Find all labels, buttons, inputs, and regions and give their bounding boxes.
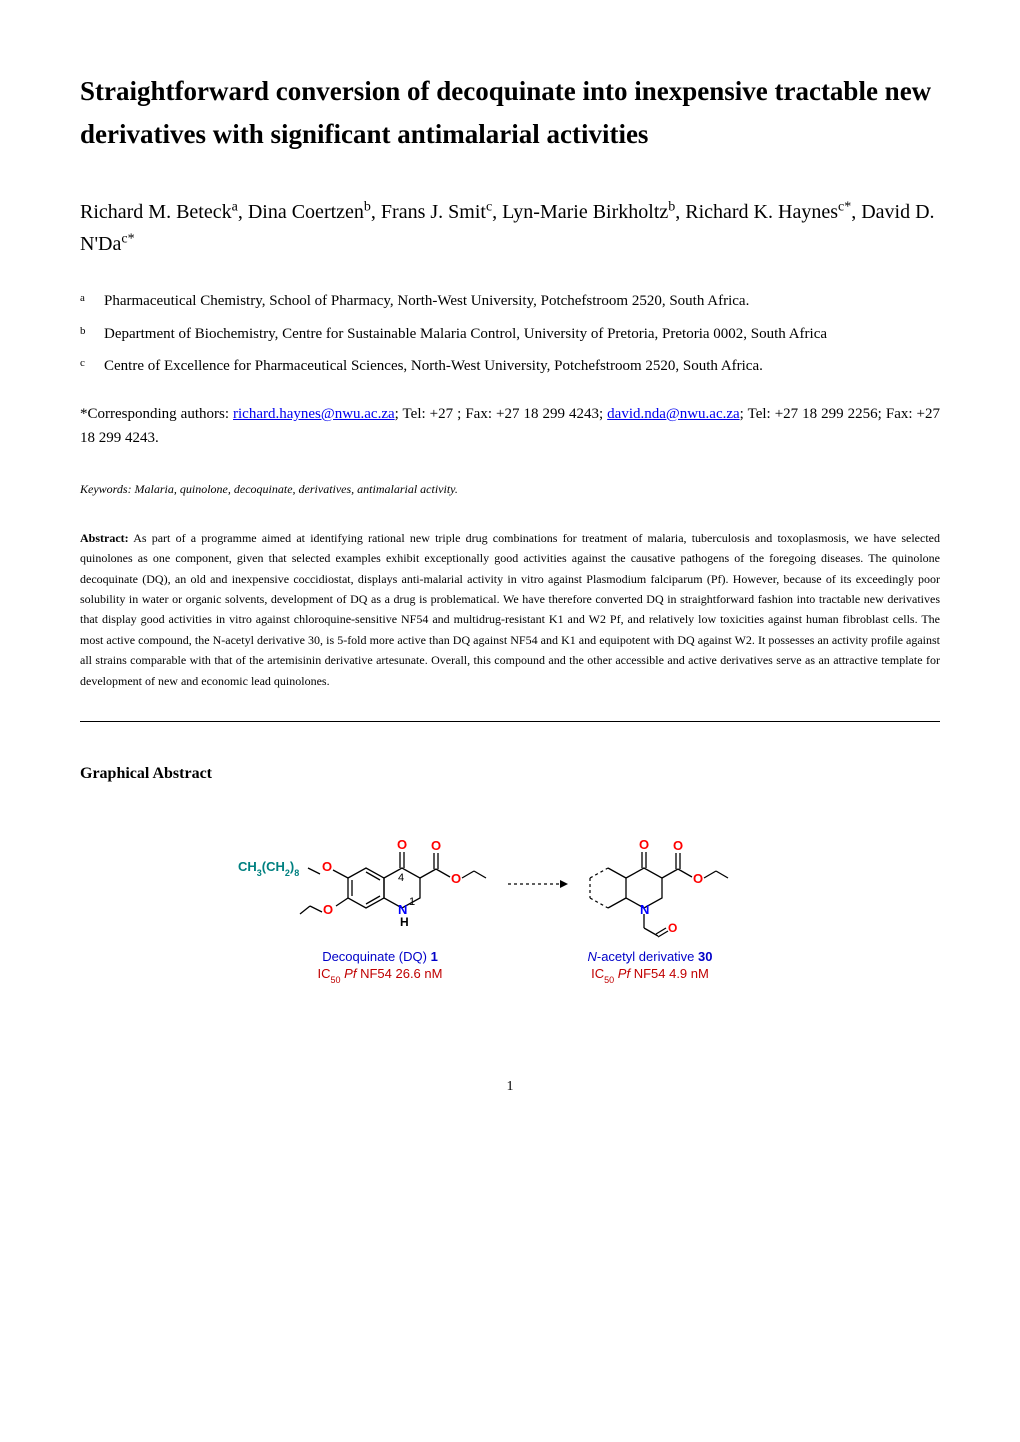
- svg-text:CH3(CH2)8: CH3(CH2)8: [238, 859, 299, 878]
- authors: Richard M. Betecka, Dina Coertzenb, Fran…: [80, 196, 940, 260]
- email-link-2[interactable]: david.nda@nwu.ac.za: [607, 406, 740, 422]
- molecule-diagram: CH3(CH2)8 O O N H 4 1: [230, 816, 790, 1016]
- affiliation-item: aPharmaceutical Chemistry, School of Pha…: [80, 290, 940, 313]
- affiliation-text: Pharmaceutical Chemistry, School of Phar…: [104, 290, 940, 313]
- affiliation-sup: b: [80, 323, 104, 346]
- affiliation-text: Centre of Excellence for Pharmaceutical …: [104, 355, 940, 378]
- corresponding-authors: *Corresponding authors: richard.haynes@n…: [80, 402, 940, 450]
- corresponding-mid1: ; Tel: +27 ; Fax: +27 18 299 4243;: [395, 406, 608, 422]
- keywords: Keywords: Malaria, quinolone, decoquinat…: [80, 480, 940, 498]
- corresponding-prefix: *Corresponding authors:: [80, 406, 233, 422]
- affiliation-text: Department of Biochemistry, Centre for S…: [104, 323, 940, 346]
- svg-text:1: 1: [409, 896, 415, 908]
- affiliation-sup: a: [80, 290, 104, 313]
- affiliation-item: cCentre of Excellence for Pharmaceutical…: [80, 355, 940, 378]
- svg-text:O: O: [397, 837, 407, 852]
- paper-title: Straightforward conversion of decoquinat…: [80, 70, 940, 156]
- svg-text:O: O: [673, 838, 683, 853]
- svg-text:O: O: [639, 837, 649, 852]
- section-divider: [80, 721, 940, 722]
- svg-text:O: O: [668, 921, 677, 935]
- svg-text:O: O: [431, 838, 441, 853]
- affiliation-item: bDepartment of Biochemistry, Centre for …: [80, 323, 940, 346]
- right-mol-label: N-acetyl derivative 30: [587, 949, 712, 964]
- keywords-text: : Malaria, quinolone, decoquinate, deriv…: [128, 482, 458, 496]
- svg-text:O: O: [451, 871, 461, 886]
- page-number: 1: [80, 1076, 940, 1097]
- email-link-1[interactable]: richard.haynes@nwu.ac.za: [233, 406, 395, 422]
- svg-text:O: O: [323, 902, 333, 917]
- left-mol-ic50: IC50 Pf NF54 26.6 nM: [318, 966, 443, 985]
- affiliation-sup: c: [80, 355, 104, 378]
- svg-text:O: O: [693, 871, 703, 886]
- affiliations: aPharmaceutical Chemistry, School of Pha…: [80, 290, 940, 378]
- left-mol-label: Decoquinate (DQ) 1: [322, 949, 438, 964]
- svg-text:H: H: [400, 915, 409, 929]
- graphical-abstract-heading: Graphical Abstract: [80, 762, 940, 786]
- abstract: Abstract: As part of a programme aimed a…: [80, 528, 940, 691]
- graphical-abstract-figure: CH3(CH2)8 O O N H 4 1: [80, 816, 940, 1016]
- abstract-text: As part of a programme aimed at identify…: [80, 531, 940, 688]
- abstract-label: Abstract:: [80, 531, 129, 545]
- svg-text:4: 4: [398, 872, 404, 884]
- svg-text:N: N: [640, 902, 649, 917]
- right-mol-ic50: IC50 Pf NF54 4.9 nM: [591, 966, 709, 985]
- keywords-label: Keywords: [80, 482, 128, 496]
- svg-text:O: O: [322, 859, 332, 874]
